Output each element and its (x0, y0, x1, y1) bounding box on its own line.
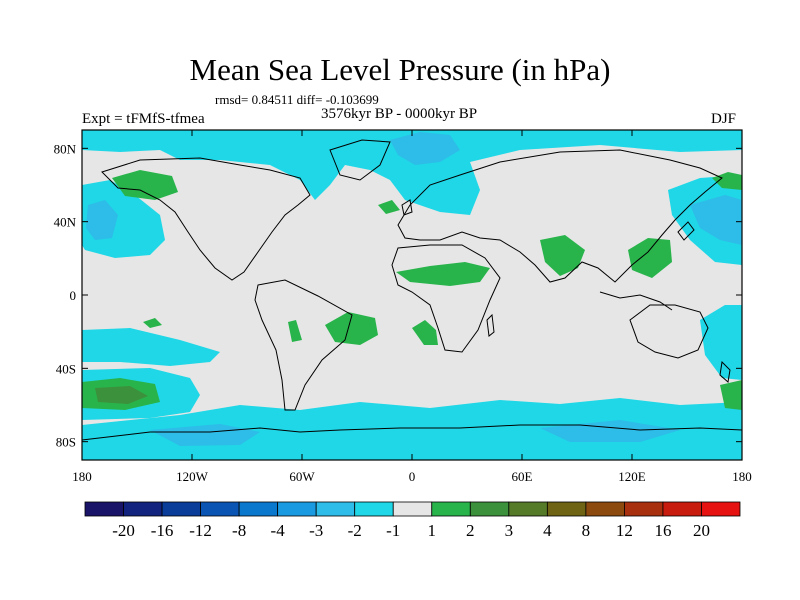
colorbar-label: -20 (112, 521, 135, 540)
anomaly-west-pacific-blue (690, 195, 742, 245)
colorbar-label: -3 (309, 521, 323, 540)
anomaly-north-pacific-blue (86, 200, 118, 240)
anomaly-arctic-green (378, 200, 400, 214)
colorbar-swatch (200, 501, 240, 517)
colorbar-swatch (701, 501, 741, 517)
y-tick-label: 40N (54, 215, 77, 230)
coast-europe-asia (397, 149, 723, 283)
colorbar-label: -1 (386, 521, 400, 540)
colorbar-label: -8 (232, 521, 246, 540)
colorbar-swatch (315, 501, 356, 517)
statistics-label: rmsd= 0.84511 diff= -0.103699 (215, 92, 379, 107)
experiment-label: Expt = tFMfS-tfmea (82, 111, 205, 127)
y-tick-label: 80N (54, 141, 77, 156)
colorbar-swatch (624, 501, 664, 517)
x-tick-label: 120E (618, 469, 646, 484)
anomaly-tasman-green (720, 380, 742, 410)
coast-japan (677, 221, 695, 241)
colorbar-label: -12 (189, 521, 212, 540)
colorbar-label: -16 (151, 521, 174, 540)
anomaly-south-africa-green (412, 320, 438, 345)
coast-africa (391, 244, 501, 353)
colorbar-swatch (277, 501, 317, 517)
x-tick-label: 0 (409, 469, 416, 484)
anomaly-antarctic-blue-1 (150, 424, 260, 446)
coast-australia (629, 304, 709, 359)
anomaly-south-pacific-band (82, 328, 220, 366)
colorbar-swatch (469, 501, 510, 517)
coast-antarctica (81, 424, 743, 441)
coast-uk (401, 199, 413, 216)
coast-new-zealand (719, 360, 731, 383)
colorbar-swatch (354, 501, 394, 517)
anomaly-arctic-cyan (82, 130, 742, 215)
colorbar-swatch (546, 501, 587, 517)
colorbar-swatch (585, 501, 625, 517)
coast-north-america (101, 157, 311, 281)
x-tick-label: 180 (72, 469, 92, 484)
anomaly-arabia-green (540, 235, 585, 276)
anomaly-alaska-green (112, 170, 178, 200)
coast-greenland (329, 139, 391, 181)
colorbar-swatch (84, 501, 124, 517)
coast-madagascar (486, 313, 495, 337)
colorbar-label: 1 (428, 521, 437, 540)
colorbar-swatch (123, 501, 163, 517)
anomaly-brazil-green (288, 320, 302, 342)
colorbar-swatch (161, 501, 201, 517)
y-tick-label: 80S (56, 435, 76, 450)
colorbar-swatch (662, 501, 702, 517)
anomaly-atlantic-green (325, 312, 378, 345)
colorbar-label: -4 (271, 521, 286, 540)
anomaly-greenland-blue (390, 132, 460, 165)
y-tick-label: 40S (56, 361, 76, 376)
coastlines (81, 139, 743, 441)
y-axis: 80N 40N 0 40S 80S (54, 141, 742, 450)
x-tick-label: 60W (289, 469, 315, 484)
x-tick-label: 60E (512, 469, 533, 484)
colorbar-label: 3 (505, 521, 514, 540)
anomaly-fields (82, 130, 742, 460)
colorbar-label: 8 (582, 521, 591, 540)
period-label: 3576kyr BP - 0000kyr BP (321, 106, 478, 122)
anomaly-australia-east-cyan (700, 305, 742, 380)
anomaly-east-asia-green (628, 238, 672, 278)
anomaly-sahara-green (396, 262, 490, 286)
colorbar-label: 20 (693, 521, 710, 540)
colorbar-label: 16 (654, 521, 671, 540)
x-axis: 180 120W 60W 0 60E 120E 180 (72, 130, 752, 484)
anomaly-south-pacific-green-core (95, 386, 148, 404)
colorbar-label: 4 (543, 521, 552, 540)
x-tick-label: 120W (176, 469, 209, 484)
anomaly-pacific-small-green (143, 318, 162, 328)
colorbar-swatch (238, 501, 279, 517)
anomaly-southern-ocean-belt (82, 398, 742, 460)
season-label: DJF (711, 111, 737, 127)
x-tick-label: 180 (732, 469, 752, 484)
coast-south-america (254, 279, 353, 411)
coast-maritime-continent (599, 291, 673, 311)
colorbar-swatch (431, 501, 471, 517)
colorbar-label: 12 (616, 521, 633, 540)
chart-title: Mean Sea Level Pressure (in hPa) (189, 52, 611, 87)
colorbar-swatch (508, 501, 548, 517)
y-tick-label: 0 (70, 288, 77, 303)
colorbar-label: -2 (348, 521, 362, 540)
colorbar: -20 -16 -12 -8 -4 -3 -2 -1 1 2 3 4 8 12 16 20 (84, 501, 741, 540)
colorbar-label: 2 (466, 521, 475, 540)
colorbar-swatch (392, 501, 433, 517)
